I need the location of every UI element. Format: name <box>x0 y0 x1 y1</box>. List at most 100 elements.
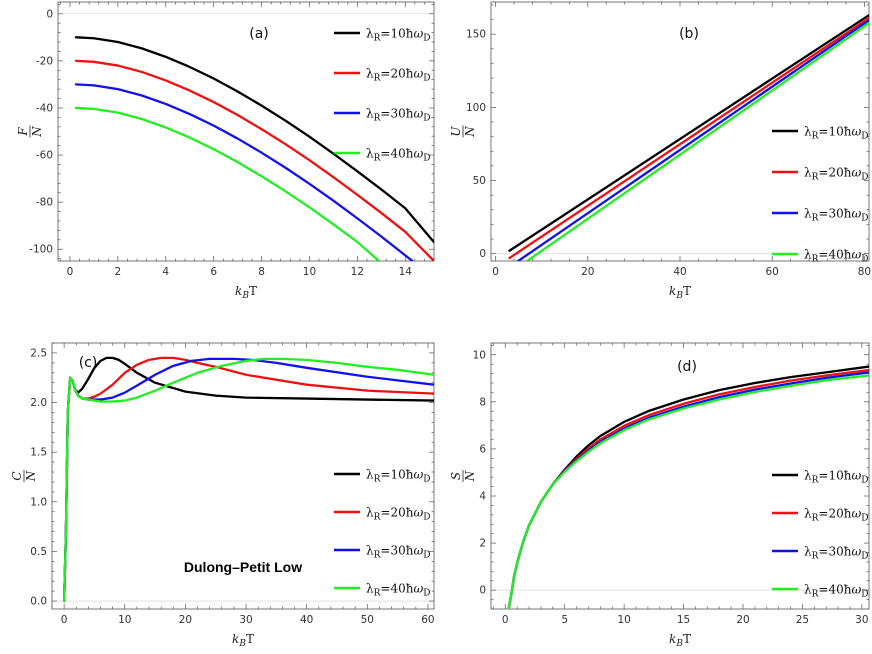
panel-label: (d) <box>677 359 697 375</box>
x-tick-label: 30 <box>855 614 868 626</box>
legend-label-2: λR=20ħωD <box>366 67 430 84</box>
y-tick-label: 50 <box>473 175 486 187</box>
plot-frame <box>490 342 870 610</box>
series-line-2 <box>74 59 434 261</box>
legend-label-2: λR=20ħωD <box>804 166 868 183</box>
x-tick-label: 50 <box>361 614 374 626</box>
legend-label-4: λR=40ħωD <box>804 583 868 600</box>
x-tick-label: 15 <box>677 614 690 626</box>
x-axis-label: kBT <box>232 632 254 649</box>
x-tick-label: 40 <box>300 614 313 626</box>
series-line-4 <box>74 106 381 261</box>
y-tick-label: 2.5 <box>30 347 47 359</box>
x-tick-label: 0 <box>67 266 74 278</box>
x-axis-label: kBT <box>235 284 257 301</box>
x-tick-label: 20 <box>179 614 192 626</box>
y-tick-label: 2 <box>479 538 486 550</box>
legend-label-3: λR=30ħωD <box>366 544 430 561</box>
y-tick-label: 8 <box>479 396 486 408</box>
legend: λR=10ħωD λR=20ħωD λR=30ħωD λR=40ħωD <box>772 125 868 265</box>
y-label-denominator: N <box>463 126 477 138</box>
legend-label-2: λR=20ħωD <box>804 507 868 524</box>
series-line-4 <box>525 22 869 261</box>
x-tick-label: 6 <box>210 266 217 278</box>
legend-label-3: λR=30ħωD <box>366 107 430 124</box>
y-tick-label: 6 <box>479 443 486 455</box>
panel-label: (a) <box>249 26 269 42</box>
y-tick-label: 150 <box>466 29 486 41</box>
legend-label-1: λR=10ħωD <box>804 125 868 142</box>
legend-label-1: λR=10ħωD <box>366 468 430 485</box>
plot-frame <box>57 1 435 262</box>
series-group <box>507 365 869 609</box>
x-tick-label: 10 <box>617 614 630 626</box>
chart-panel-a: 0 2 4 6 8 10 12 14 0 -20 -40 -60 -80 -100 kBT F N (a) λR=1… <box>16 1 435 301</box>
x-tick-label: 80 <box>858 266 871 278</box>
x-tick-label: 14 <box>399 266 413 278</box>
y-label-numerator: U <box>449 126 463 137</box>
x-tick-label: 2 <box>115 266 122 278</box>
legend-label-3: λR=30ħωD <box>804 207 868 224</box>
series-group <box>508 14 869 261</box>
y-tick-label: -20 <box>36 55 53 67</box>
y-tick-label: 1.5 <box>30 447 47 459</box>
series-line-3 <box>74 83 414 261</box>
series-line-2 <box>508 16 869 260</box>
series-line-3 <box>516 19 869 261</box>
x-tick-label: 40 <box>673 266 686 278</box>
y-tick-label: 0.5 <box>30 546 47 558</box>
legend-label-2: λR=20ħωD <box>366 506 430 523</box>
panel-label: (c) <box>79 355 98 371</box>
chart-panel-d: 0 5 10 15 20 25 30 0 2 4 6 8 10 kBT S N (d) λR=10ħωD λR=20… <box>449 342 870 649</box>
legend-label-1: λR=10ħωD <box>804 469 868 486</box>
y-label-denominator: N <box>24 470 38 482</box>
x-tick-label: 20 <box>581 266 594 278</box>
panel-label: (b) <box>679 26 699 42</box>
legend: λR=10ħωD λR=20ħωD λR=30ħωD λR=40ħωD <box>334 468 430 599</box>
legend-label-4: λR=40ħωD <box>366 147 430 164</box>
y-tick-label: 0 <box>479 248 486 260</box>
x-tick-label: 60 <box>766 266 779 278</box>
plot-frame <box>51 342 435 610</box>
x-tick-label: 4 <box>162 266 169 278</box>
series-line-1 <box>508 14 869 252</box>
chart-panel-b: 0 20 40 60 80 0 50 100 150 kBT U N (b) λR=10ħωD λR=20ħ… <box>449 1 871 301</box>
x-axis-label: kBT <box>669 284 691 301</box>
series-group <box>62 356 434 603</box>
y-tick-label: -100 <box>29 244 53 256</box>
x-tick-label: 10 <box>303 266 316 278</box>
x-tick-label: 25 <box>796 614 809 626</box>
x-tick-label: 20 <box>736 614 749 626</box>
legend-label-1: λR=10ħωD <box>366 27 430 44</box>
x-tick-label: 30 <box>239 614 252 626</box>
x-tick-label: 60 <box>421 614 434 626</box>
x-tick-label: 0 <box>502 614 509 626</box>
y-label-numerator: C <box>10 471 24 480</box>
y-tick-label: 0.0 <box>30 596 47 608</box>
x-tick-label: 8 <box>258 266 265 278</box>
y-tick-label: -60 <box>36 150 53 162</box>
y-tick-label: 0 <box>46 8 53 20</box>
y-tick-label: 0 <box>479 585 486 597</box>
legend-label-4: λR=40ħωD <box>366 582 430 599</box>
y-label-numerator: F <box>16 127 30 137</box>
x-tick-label: 12 <box>351 266 364 278</box>
y-tick-label: 1.0 <box>30 496 47 508</box>
y-tick-label: 100 <box>466 102 486 114</box>
x-tick-label: 0 <box>492 266 499 278</box>
series-line-4 <box>507 374 869 609</box>
x-tick-label: 0 <box>61 614 68 626</box>
chart-panel-c: 0 10 20 30 40 50 60 0.0 0.5 1.0 1.5 2.0 2.5 kBT C N (c) λ… <box>10 342 435 649</box>
y-tick-label: 4 <box>479 491 486 503</box>
x-tick-label: 5 <box>561 614 568 626</box>
legend-label-4: λR=40ħωD <box>804 248 868 265</box>
legend: λR=10ħωD λR=20ħωD λR=30ħωD λR=40ħωD <box>772 469 868 600</box>
y-tick-label: 10 <box>473 349 486 361</box>
legend: λR=10ħωD λR=20ħωD λR=30ħωD λR=40ħωD <box>334 27 430 164</box>
series-group <box>74 36 434 261</box>
y-label-numerator: S <box>449 472 463 480</box>
